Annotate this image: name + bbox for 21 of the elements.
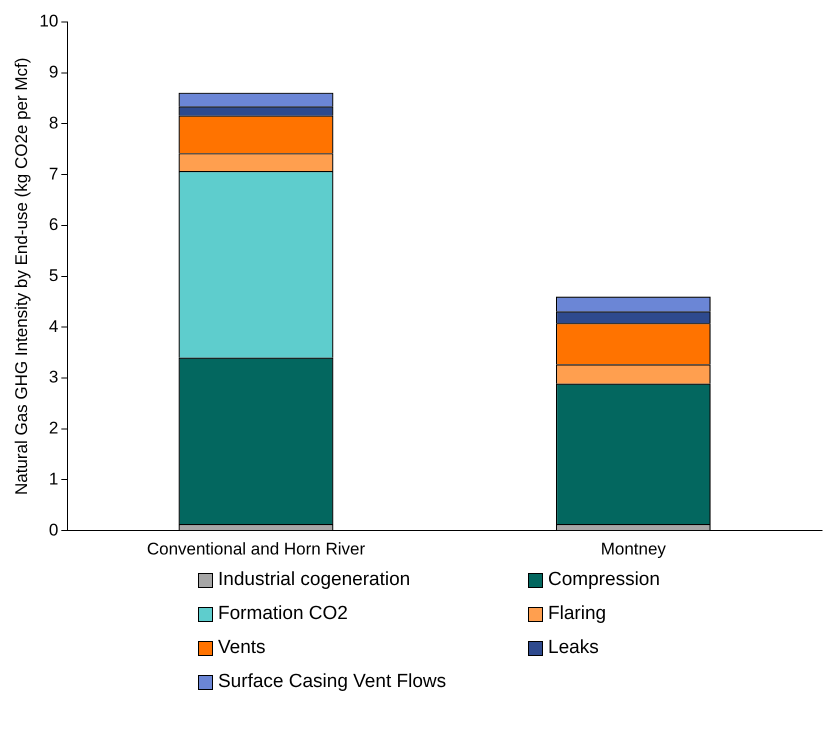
x-tick-label: Montney	[600, 539, 666, 558]
legend-label: Vents	[218, 637, 266, 659]
y-tick-label: 6	[48, 215, 58, 234]
legend-label: Formation CO2	[218, 603, 348, 625]
y-tick-label: 5	[48, 266, 58, 285]
legend-label: Leaks	[548, 637, 599, 659]
legend-label: Compression	[548, 569, 660, 591]
y-tick-label: 10	[39, 12, 58, 31]
y-tick-label: 3	[48, 368, 58, 387]
x-tick-label: Conventional and Horn River	[146, 539, 366, 558]
y-tick-label: 2	[48, 418, 58, 438]
y-axis-title: Natural Gas GHG Intensity by End-use (kg CO2e per Mcf)	[12, 58, 31, 496]
y-tick-label: 8	[48, 113, 58, 132]
y-tick-label: 9	[48, 62, 58, 82]
y-tick-label: 7	[48, 164, 58, 184]
y-tick-label: 4	[48, 316, 58, 336]
legend-label: Industrial cogeneration	[218, 569, 410, 591]
legend-label: Surface Casing Vent Flows	[218, 671, 446, 693]
y-tick-label: 1	[48, 469, 58, 488]
legend-label: Flaring	[548, 603, 606, 625]
y-tick-label: 0	[48, 520, 58, 540]
